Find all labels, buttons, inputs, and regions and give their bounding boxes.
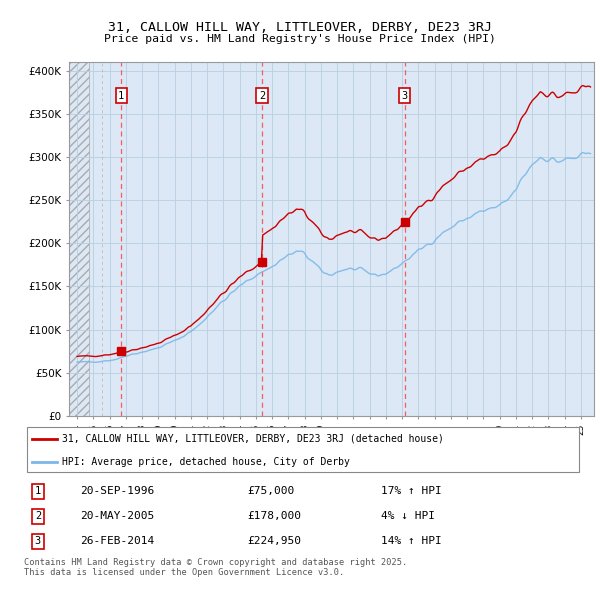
Text: 14% ↑ HPI: 14% ↑ HPI <box>381 536 442 546</box>
Text: 31, CALLOW HILL WAY, LITTLEOVER, DERBY, DE23 3RJ: 31, CALLOW HILL WAY, LITTLEOVER, DERBY, … <box>108 21 492 34</box>
Text: 31, CALLOW HILL WAY, LITTLEOVER, DERBY, DE23 3RJ (detached house): 31, CALLOW HILL WAY, LITTLEOVER, DERBY, … <box>62 434 444 444</box>
FancyBboxPatch shape <box>27 427 579 473</box>
Text: Contains HM Land Registry data © Crown copyright and database right 2025.
This d: Contains HM Land Registry data © Crown c… <box>24 558 407 577</box>
Text: 2: 2 <box>259 91 265 100</box>
Text: 17% ↑ HPI: 17% ↑ HPI <box>381 486 442 496</box>
Text: 1: 1 <box>35 486 41 496</box>
Text: 2: 2 <box>35 512 41 521</box>
Text: HPI: Average price, detached house, City of Derby: HPI: Average price, detached house, City… <box>62 457 350 467</box>
Text: £178,000: £178,000 <box>247 512 301 521</box>
Text: 1: 1 <box>118 91 124 100</box>
Text: 3: 3 <box>401 91 408 100</box>
Text: Price paid vs. HM Land Registry's House Price Index (HPI): Price paid vs. HM Land Registry's House … <box>104 34 496 44</box>
Text: 20-MAY-2005: 20-MAY-2005 <box>80 512 154 521</box>
Text: 4% ↓ HPI: 4% ↓ HPI <box>381 512 435 521</box>
Text: 20-SEP-1996: 20-SEP-1996 <box>80 486 154 496</box>
Text: 26-FEB-2014: 26-FEB-2014 <box>80 536 154 546</box>
Text: 3: 3 <box>35 536 41 546</box>
Text: £75,000: £75,000 <box>247 486 295 496</box>
Text: £224,950: £224,950 <box>247 536 301 546</box>
